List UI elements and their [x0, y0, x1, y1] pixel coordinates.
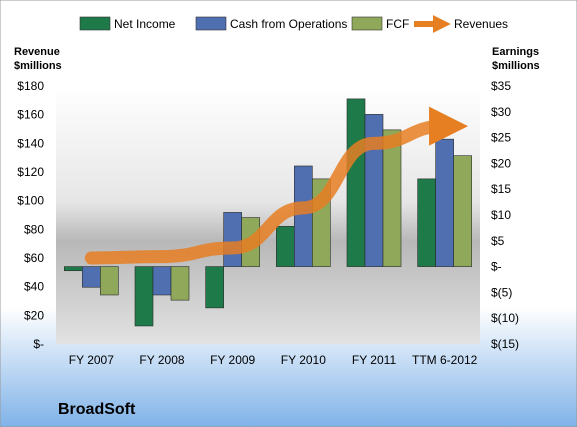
left-tick-label: $80	[24, 222, 44, 236]
legend-swatch-net-income	[79, 16, 111, 31]
left-tick-label: $180	[17, 79, 44, 93]
legend-label: Cash from Operations	[230, 17, 347, 31]
right-axis-ticks: $(15) $(10) $(5) $- $5 $10 $15 $20 $25 $30 $35	[491, 79, 519, 351]
bar-cash-from-operations	[82, 266, 101, 288]
bar-net-income	[276, 226, 295, 267]
legend-swatch-cash-from-operations	[195, 16, 227, 31]
category-labels: FY 2007 FY 2008 FY 2009 FY 2010 FY 2011 TTM 6…	[69, 353, 478, 367]
right-tick-label: $15	[491, 182, 511, 196]
revenue-arrow-line	[84, 106, 469, 265]
legend-label: FCF	[386, 17, 409, 31]
left-tick-label: $160	[17, 108, 44, 122]
bar-fcf	[453, 155, 472, 267]
right-tick-label: $(5)	[491, 285, 512, 299]
legend-label: Revenues	[454, 17, 508, 31]
right-tick-label: $(10)	[491, 311, 519, 325]
left-tick-label: $20	[24, 308, 44, 322]
right-axis-title-line1: Earnings	[492, 46, 539, 58]
bar-cash-from-operations	[223, 212, 242, 267]
left-axis-title-line1: Revenue	[14, 46, 60, 58]
bar-net-income	[205, 266, 224, 309]
category-label: FY 2009	[210, 353, 255, 367]
bar-fcf	[100, 266, 119, 296]
category-label: FY 2011	[352, 353, 397, 367]
bar-cash-from-operations	[152, 266, 172, 296]
company-name: BroadSoft	[58, 401, 136, 418]
right-tick-label: $25	[491, 131, 511, 145]
left-axis-ticks: $- $20 $40 $60 $80 $100 $120 $140 $160 $180	[17, 79, 44, 351]
revenue-series	[84, 106, 469, 265]
bar-cash-from-operations	[294, 165, 313, 267]
category-label: FY 2007	[69, 353, 114, 367]
left-tick-label: $60	[24, 251, 44, 265]
right-tick-label: $-	[491, 260, 502, 274]
bar-net-income	[134, 266, 154, 327]
right-tick-label: $(15)	[491, 337, 519, 351]
bar-fcf	[382, 129, 402, 267]
bar-cash-from-operations	[435, 138, 454, 267]
right-tick-label: $20	[491, 156, 511, 170]
right-tick-label: $35	[491, 79, 511, 93]
right-tick-label: $5	[491, 234, 505, 248]
right-tick-label: $30	[491, 105, 511, 119]
bar-net-income	[417, 178, 436, 267]
left-tick-label: $100	[17, 194, 44, 208]
left-tick-label: $-	[33, 337, 44, 351]
legend: Net Income Cash from Operations FCF Revenue…	[79, 15, 508, 33]
left-tick-label: $120	[17, 165, 44, 179]
left-tick-label: $140	[17, 136, 44, 150]
bar-net-income	[346, 98, 366, 267]
legend-label: Net Income	[114, 17, 176, 31]
left-tick-label: $40	[24, 280, 44, 294]
category-label: FY 2008	[139, 353, 184, 367]
left-axis-title-line2: $millions	[14, 60, 62, 72]
bar-net-income	[64, 266, 83, 272]
bar-fcf	[170, 266, 190, 301]
legend-swatch-fcf	[351, 16, 383, 31]
category-label: TTM 6-2012	[412, 353, 478, 367]
right-tick-label: $10	[491, 208, 511, 222]
right-axis-title-line2: $millions	[492, 60, 540, 72]
category-label: FY 2010	[281, 353, 326, 367]
